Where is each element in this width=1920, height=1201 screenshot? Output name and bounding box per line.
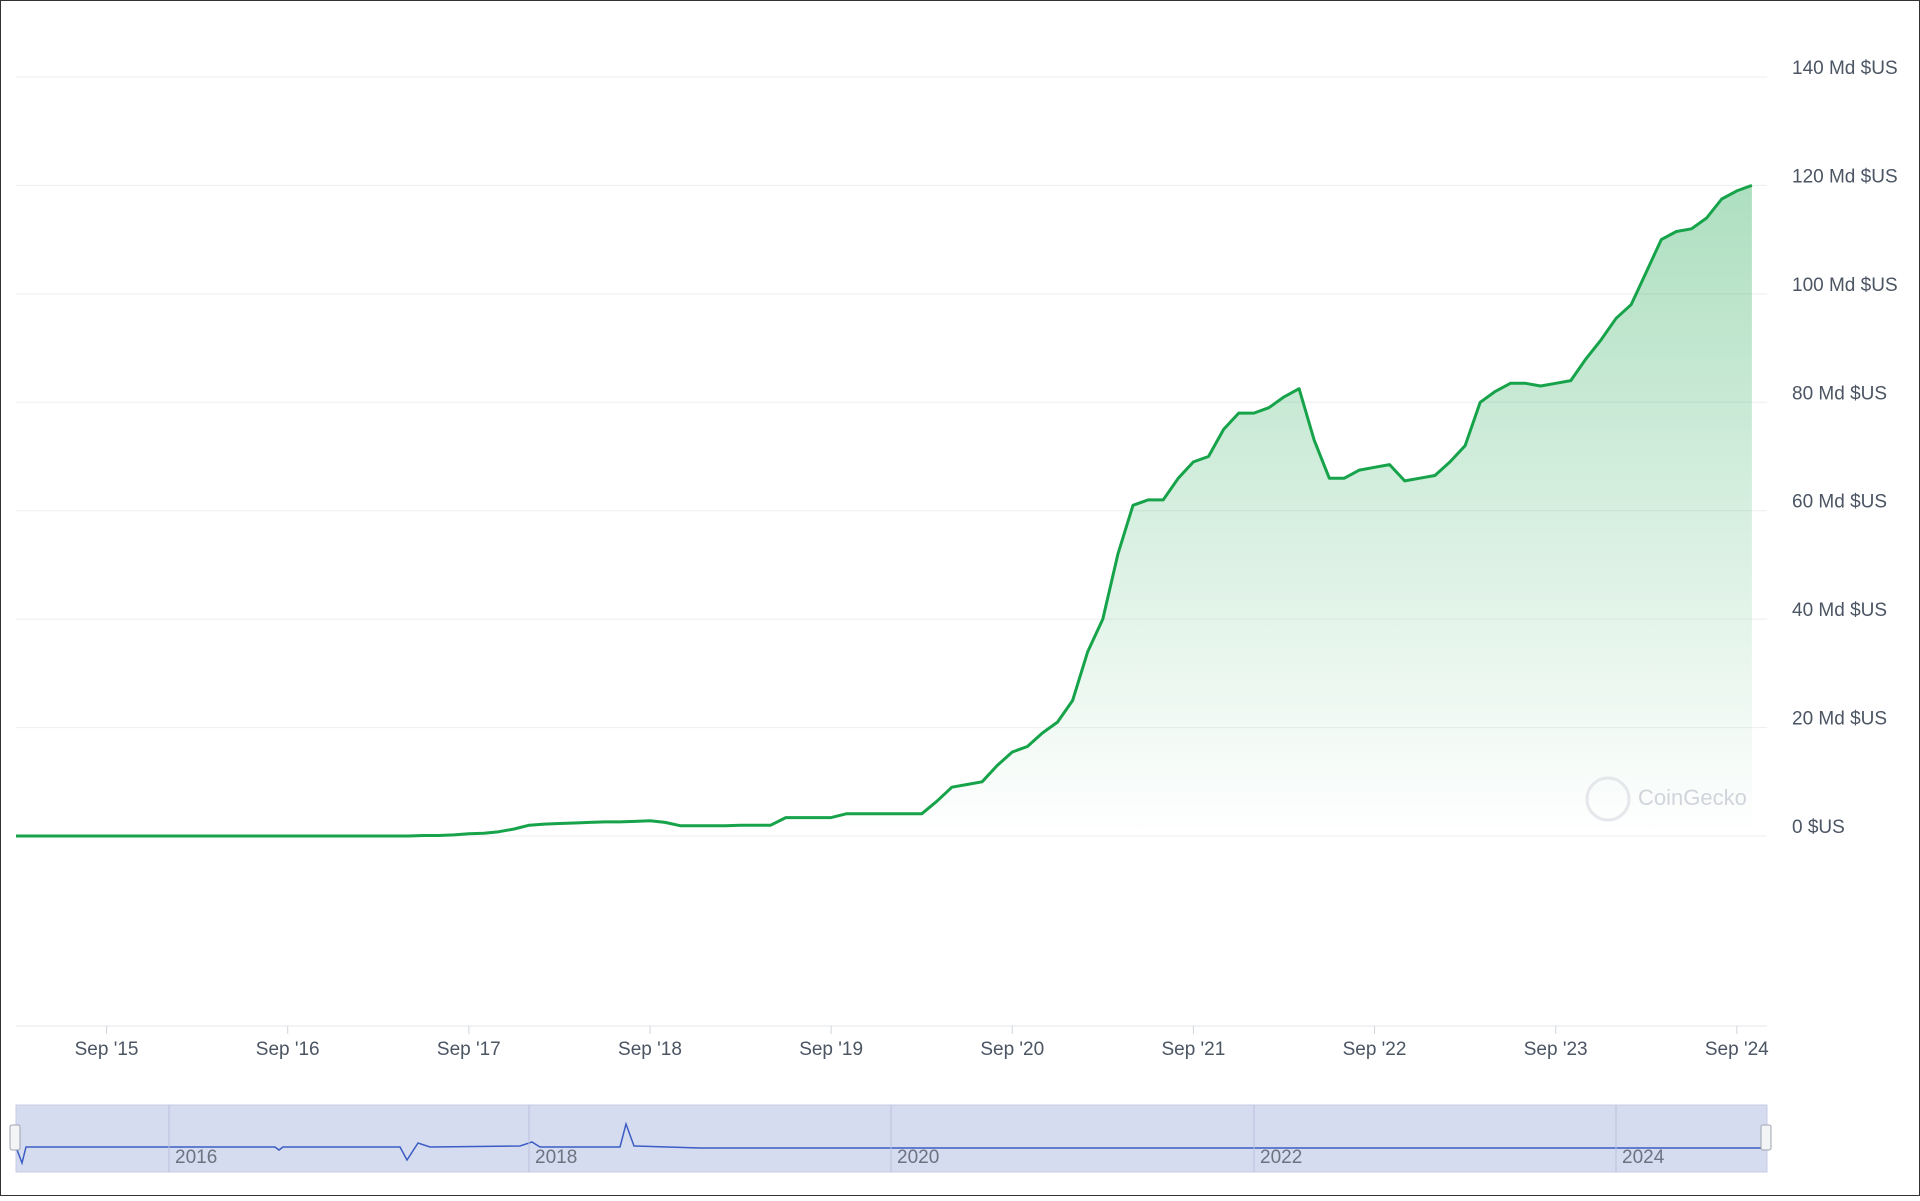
navigator-label: 2016 <box>175 1147 217 1168</box>
y-tick-label: 0 $US <box>1792 817 1845 838</box>
navigator-label: 2022 <box>1260 1147 1302 1168</box>
navigator-handle[interactable] <box>1760 1124 1772 1151</box>
watermark-text: CoinGecko <box>1638 785 1747 810</box>
x-tick-label: Sep '20 <box>980 1039 1044 1060</box>
x-tick-label: Sep '24 <box>1705 1039 1769 1060</box>
y-tick-label: 40 Md $US <box>1792 600 1887 621</box>
y-tick-label: 100 Md $US <box>1792 275 1898 296</box>
x-tick-label: Sep '19 <box>799 1039 863 1060</box>
y-tick-label: 140 Md $US <box>1792 58 1898 79</box>
navigator-label: 2020 <box>897 1147 939 1168</box>
area-fill <box>16 185 1752 836</box>
x-tick-label: Sep '16 <box>256 1039 320 1060</box>
y-tick-label: 120 Md $US <box>1792 166 1898 187</box>
y-tick-label: 60 Md $US <box>1792 492 1887 513</box>
x-tick-label: Sep '17 <box>437 1039 501 1060</box>
y-tick-label: 20 Md $US <box>1792 709 1887 730</box>
x-tick-label: Sep '15 <box>75 1039 139 1060</box>
watermark: CoinGecko <box>1585 776 1747 822</box>
navigator-handle[interactable] <box>9 1124 21 1151</box>
y-tick-label: 80 Md $US <box>1792 383 1887 404</box>
x-tick-label: Sep '23 <box>1524 1039 1588 1060</box>
x-tick-label: Sep '21 <box>1161 1039 1225 1060</box>
line <box>16 183 1753 838</box>
navigator-label: 2024 <box>1622 1147 1665 1168</box>
navigator-line <box>16 1121 1767 1166</box>
navigator-label: 2018 <box>535 1147 577 1168</box>
x-tick-label: Sep '18 <box>618 1039 682 1060</box>
x-tick-label: Sep '22 <box>1343 1039 1407 1060</box>
